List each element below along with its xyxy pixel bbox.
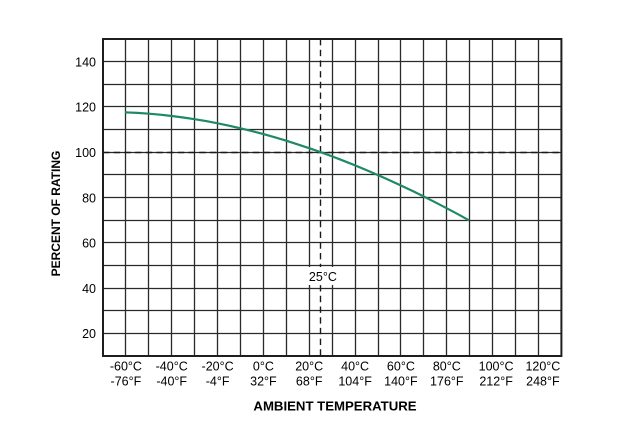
svg-text:-76°F: -76°F <box>111 375 142 389</box>
svg-text:60: 60 <box>82 237 96 251</box>
svg-text:212°F: 212°F <box>479 375 513 389</box>
svg-text:-60°C: -60°C <box>110 360 142 374</box>
svg-text:AMBIENT TEMPERATURE: AMBIENT TEMPERATURE <box>253 399 416 414</box>
svg-text:68°F: 68°F <box>296 375 323 389</box>
svg-text:-40°F: -40°F <box>156 375 187 389</box>
svg-text:176°F: 176°F <box>430 375 464 389</box>
svg-text:104°F: 104°F <box>338 375 372 389</box>
svg-text:32°F: 32°F <box>250 375 277 389</box>
svg-text:40: 40 <box>82 282 96 296</box>
svg-text:-4°F: -4°F <box>206 375 230 389</box>
svg-text:20: 20 <box>82 327 96 341</box>
svg-text:100: 100 <box>75 146 96 160</box>
svg-text:25°C: 25°C <box>309 270 337 284</box>
svg-text:PERCENT OF RATING: PERCENT OF RATING <box>49 151 63 277</box>
svg-text:80: 80 <box>82 191 96 205</box>
svg-text:120°C: 120°C <box>525 360 560 374</box>
svg-text:100°C: 100°C <box>479 360 514 374</box>
svg-text:140°F: 140°F <box>384 375 418 389</box>
svg-text:120: 120 <box>75 101 96 115</box>
svg-text:140: 140 <box>75 55 96 69</box>
svg-text:60°C: 60°C <box>387 360 415 374</box>
svg-text:40°C: 40°C <box>341 360 369 374</box>
svg-text:248°F: 248°F <box>526 375 560 389</box>
svg-text:80°C: 80°C <box>433 360 461 374</box>
svg-text:-20°C: -20°C <box>202 360 234 374</box>
svg-text:-40°C: -40°C <box>156 360 188 374</box>
svg-text:20°C: 20°C <box>295 360 323 374</box>
svg-text:0°C: 0°C <box>253 360 274 374</box>
